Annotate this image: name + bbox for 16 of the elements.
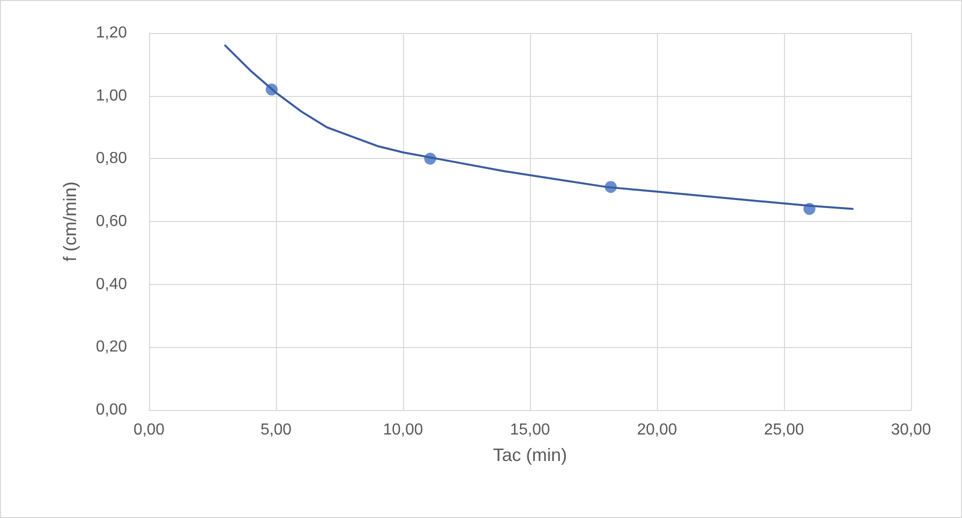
x-tick-label: 0,00	[133, 422, 165, 438]
x-tick-label: 5,00	[260, 422, 292, 438]
y-tick-label: 0,80	[96, 150, 128, 168]
y-tick-label: 0,60	[96, 213, 128, 230]
y-tick-label: 0,20	[96, 338, 128, 356]
x-tick-label: 20,00	[636, 422, 678, 438]
y-tick-label: 1,20	[96, 24, 128, 42]
x-tick-label: 15,00	[510, 422, 550, 438]
x-tick-label: 30,00	[890, 422, 932, 438]
y-tick-label: 0,40	[96, 276, 128, 293]
x-axis-title: Tac (min)	[492, 445, 568, 465]
y-tick-label: 0,00	[96, 402, 128, 418]
x-tick-label: 25,00	[764, 422, 804, 438]
y-axis-title: f (cm/min)	[60, 182, 80, 262]
y-tick-label: 1,00	[96, 87, 128, 104]
x-tick-label: 10,00	[382, 422, 424, 438]
